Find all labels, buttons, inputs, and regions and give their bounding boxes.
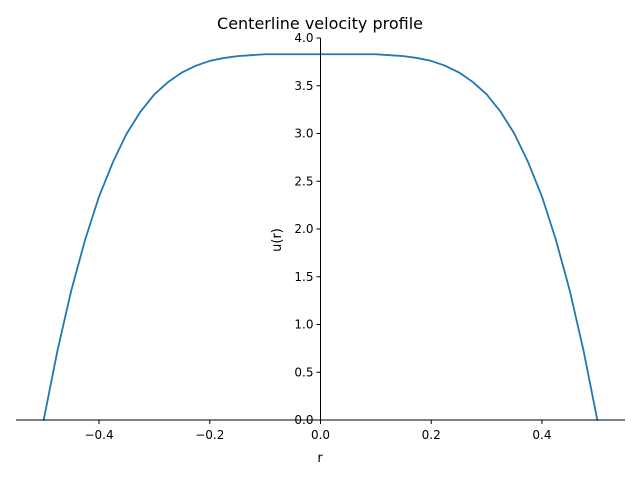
y-tick-label: 2.0: [294, 222, 313, 236]
y-tick-label: 0.5: [294, 365, 313, 379]
y-tick-label: 3.5: [294, 79, 313, 93]
y-tick-label: 3.0: [294, 127, 313, 141]
y-axis-label: u(r): [270, 228, 285, 252]
chart-title: Centerline velocity profile: [217, 14, 423, 33]
x-tick-label: 0.2: [422, 428, 441, 442]
y-tick-label: 0.0: [294, 413, 313, 427]
x-tick-label: −0.4: [84, 428, 113, 442]
x-tick-label: −0.2: [195, 428, 224, 442]
y-tick-label: 2.5: [294, 174, 313, 188]
x-tick-label: 0.0: [311, 428, 330, 442]
y-tick-label: 1.0: [294, 318, 313, 332]
x-tick-label: 0.4: [532, 428, 551, 442]
y-tick-label: 1.5: [294, 270, 313, 284]
axes: −0.4 −0.2 0.0 0.2 0.4 0.0 0.5 1.0 1.5 2.0 2.5 3.0 3.…: [16, 31, 625, 442]
y-tick-label: 4.0: [294, 31, 313, 45]
x-axis-label: r: [317, 451, 323, 466]
